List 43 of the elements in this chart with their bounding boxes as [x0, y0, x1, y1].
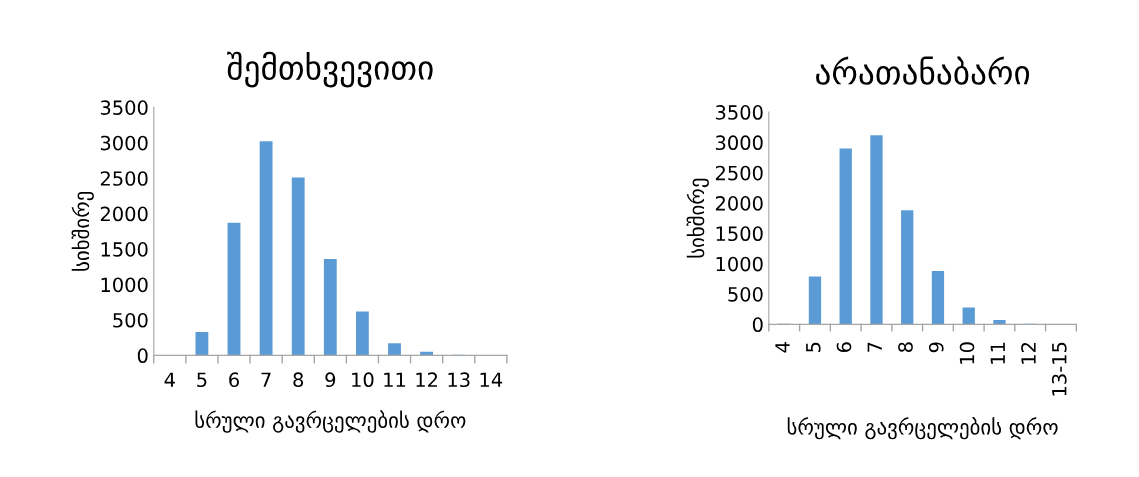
x-tick-label: 9 — [928, 342, 944, 353]
y-tick-label: 2000 — [100, 206, 148, 222]
x-tick-label: 6 — [229, 372, 239, 388]
y-tick-label: 3500 — [100, 100, 148, 115]
x-tick-label: 12 — [416, 372, 438, 387]
x-tick-label: 5 — [197, 372, 207, 388]
y-tick-label: 0 — [137, 348, 148, 364]
x-tick-label: 7 — [261, 372, 271, 387]
chart-title: შემთხვევითი — [227, 51, 433, 88]
y-tick-label: 2000 — [715, 196, 763, 211]
x-tick-label: 4 — [164, 372, 175, 387]
x-tick-label: 13 — [448, 372, 470, 388]
x-tick-label: 12 — [1021, 342, 1036, 364]
x-tick-label: 8 — [293, 372, 304, 388]
x-tick-label: 9 — [325, 372, 336, 388]
y-axis-title: სიხშირე — [71, 191, 94, 271]
x-tick-label: 11 — [990, 342, 1005, 364]
x-tick-label: 8 — [898, 342, 913, 353]
x-axis-title: სრული გავრცელების დრო — [195, 410, 466, 433]
y-tick-label: 2500 — [715, 165, 763, 181]
x-tick-label: 4 — [775, 342, 790, 353]
x-tick-label: 13-15 — [1051, 342, 1067, 396]
x-tick-label: 7 — [867, 342, 882, 352]
y-tick-label: 500 — [113, 312, 148, 328]
x-axis-title: სრული გავრცელების დრო — [787, 416, 1058, 440]
y-axis-title: სიხშირე — [686, 178, 709, 258]
x-tick-label: 10 — [352, 372, 374, 388]
x-tick-label: 14 — [480, 372, 503, 387]
y-tick-label: 1500 — [101, 242, 148, 257]
y-tick-label: 2500 — [100, 171, 148, 186]
chart-title: არათანაბარი — [816, 56, 1030, 85]
x-tick-label: 10 — [959, 342, 975, 364]
x-tick-label: 6 — [836, 342, 852, 353]
y-tick-label: 1000 — [716, 256, 763, 272]
y-tick-label: 1500 — [716, 226, 763, 242]
y-tick-label: 3000 — [715, 135, 763, 151]
x-tick-label: 11 — [384, 372, 406, 387]
y-tick-label: 1000 — [101, 277, 148, 293]
y-tick-label: 3000 — [100, 135, 148, 151]
y-tick-label: 0 — [752, 317, 763, 333]
y-tick-label: 3500 — [715, 105, 763, 120]
x-tick-label: 5 — [806, 342, 821, 352]
y-tick-label: 500 — [728, 286, 763, 302]
